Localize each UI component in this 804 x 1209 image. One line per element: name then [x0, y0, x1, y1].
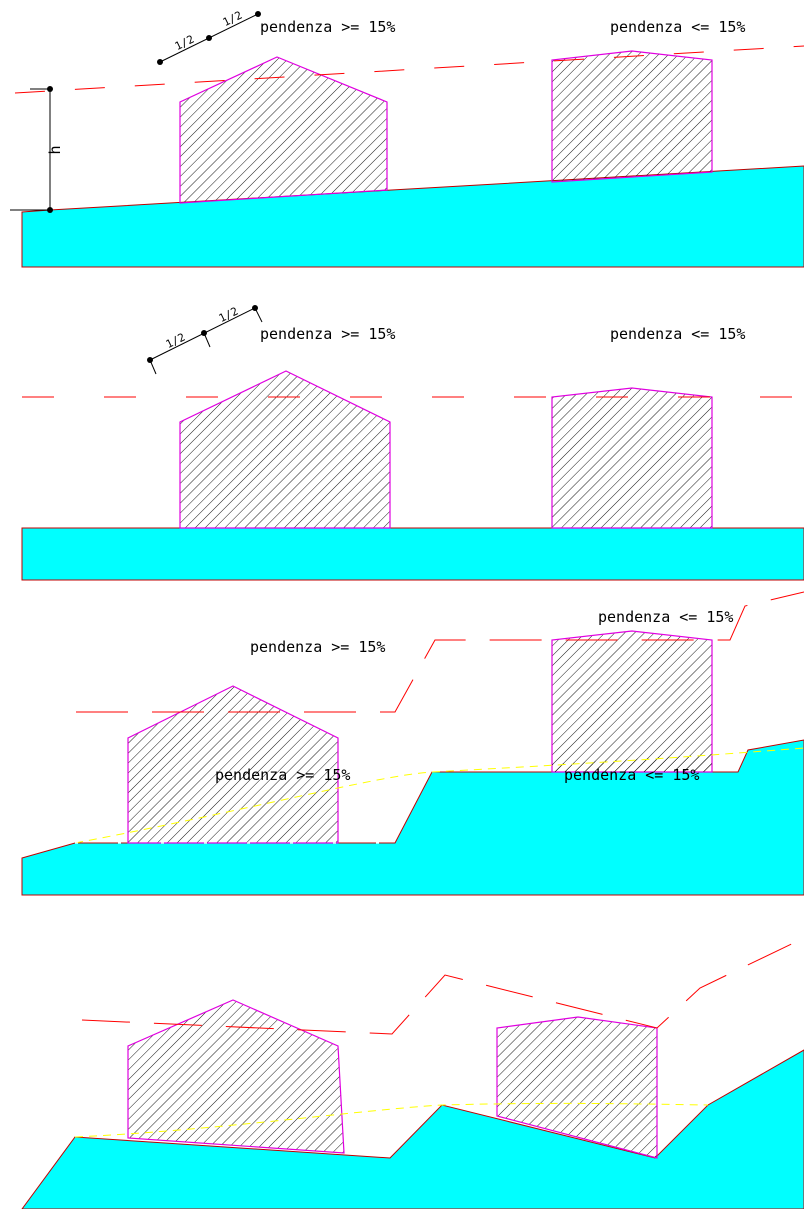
- panel-3: pendenza >= 15% pendenza <= 15%: [21, 591, 804, 896]
- slope-label-gte: pendenza >= 15%: [260, 18, 395, 36]
- building-3-right-underground: [552, 754, 712, 772]
- panel-1: h 1/2 1/2 pendenza >= 15% pendenza <= 15…: [10, 9, 804, 268]
- slope-label-gte: pendenza >= 15%: [250, 638, 385, 656]
- slope-label-lte: pendenza <= 15%: [610, 325, 745, 343]
- half-dimension-1: 1/2 1/2: [157, 9, 261, 65]
- terrain-1: [21, 165, 804, 268]
- building-1-right: [551, 50, 713, 183]
- half-label: 1/2: [173, 33, 197, 53]
- limit-line-1: [14, 45, 804, 94]
- building-3-left: [127, 685, 339, 844]
- limit-line-4: [81, 937, 804, 1035]
- slope-label-gte: pendenza >= 15%: [215, 766, 350, 784]
- building-1-left: [179, 56, 388, 204]
- slope-label-lte: pendenza <= 15%: [610, 18, 745, 36]
- building-2-left: [179, 370, 391, 529]
- slope-label-gte: pendenza >= 15%: [260, 325, 395, 343]
- half-dimension-2: 1/2 1/2: [147, 305, 263, 375]
- limit-line-3: [76, 591, 804, 713]
- building-3-right: [551, 630, 713, 773]
- half-label: 1/2: [217, 305, 241, 325]
- half-label: 1/2: [221, 9, 245, 29]
- slope-label-lte: pendenza <= 15%: [598, 608, 733, 626]
- building-2-right: [551, 387, 713, 529]
- height-dimension: h: [10, 86, 64, 213]
- terrain-2: [21, 527, 804, 581]
- panel-4: pendenza >= 15% pendenza <= 15%: [21, 766, 804, 1209]
- panel-2: 1/2 1/2 pendenza >= 15% pendenza <= 15%: [21, 305, 804, 581]
- half-label: 1/2: [164, 331, 188, 351]
- building-4-left: [127, 999, 345, 1154]
- building-4-right: [496, 1016, 658, 1159]
- slope-label-lte: pendenza <= 15%: [564, 766, 699, 784]
- height-label: h: [46, 145, 64, 154]
- natural-ground-3: [74, 747, 804, 844]
